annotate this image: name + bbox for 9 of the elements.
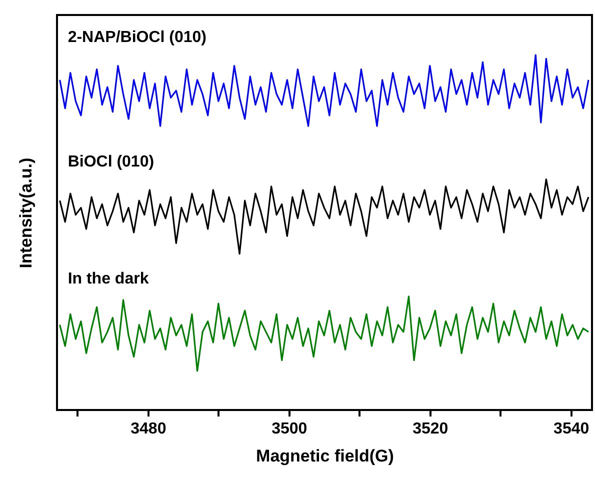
x-tick-label: 3500 (272, 420, 308, 438)
x-axis-title: Magnetic field(G) (256, 446, 394, 466)
series-label: In the dark (68, 270, 149, 288)
x-tick-label: 3540 (554, 420, 590, 438)
x-tick-label: 3520 (412, 420, 448, 438)
series-label: 2-NAP/BiOCl (010) (68, 29, 207, 46)
series-label: BiOCl (010) (68, 153, 154, 170)
x-tick-label: 3480 (130, 420, 166, 438)
y-axis-title: Intensity(a.u.) (16, 158, 36, 268)
